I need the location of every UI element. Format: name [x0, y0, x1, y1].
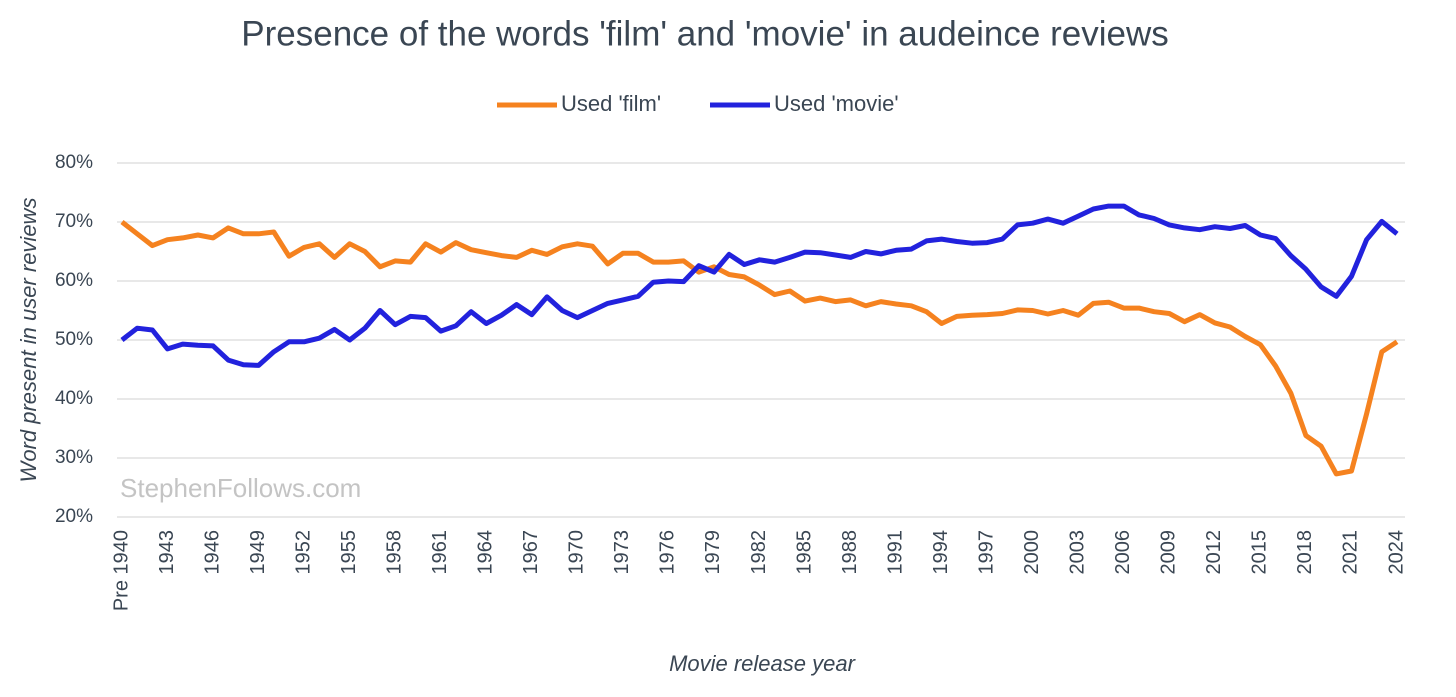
x-tick-label: 2009 [1158, 530, 1180, 575]
x-tick-label: 1958 [383, 530, 405, 575]
x-tick-label: 1970 [566, 530, 588, 575]
y-tick-label: 20% [55, 506, 93, 527]
x-tick-label: 2015 [1249, 530, 1271, 575]
line-series [120, 220, 1399, 477]
y-tick-label: 70% [55, 211, 93, 232]
y-axis-label: Word present in user reviews [16, 198, 41, 483]
y-tick-label: 40% [55, 388, 93, 409]
x-tick-label: 1997 [975, 530, 997, 575]
x-tick-label: 2018 [1294, 530, 1316, 575]
line-series [120, 203, 1399, 368]
x-tick-label: 1994 [930, 530, 952, 575]
x-tick-label: 2006 [1112, 530, 1134, 575]
x-tick-label: 1976 [657, 530, 679, 575]
x-tick-label: 1979 [702, 530, 724, 575]
x-tick-label: 1961 [429, 530, 451, 575]
x-tick-label: 2012 [1203, 530, 1225, 575]
x-tick-label: 1952 [292, 530, 314, 575]
watermark: StephenFollows.com [120, 473, 361, 503]
x-tick-label: 1946 [201, 530, 223, 575]
legend-label: Used 'movie' [774, 91, 899, 116]
x-tick-label: 2021 [1340, 530, 1362, 575]
y-tick-label: 30% [55, 447, 93, 468]
x-tick-label: 2000 [1021, 530, 1043, 575]
x-tick-label: 2003 [1067, 530, 1089, 575]
y-tick-label: 50% [55, 329, 93, 350]
x-tick-label: Pre 1940 [110, 530, 132, 611]
x-tick-label: 1964 [475, 530, 497, 575]
legend-label: Used 'film' [561, 91, 661, 116]
y-tick-label: 80% [55, 152, 93, 173]
x-tick-label: 1985 [793, 530, 815, 575]
x-tick-label: 1943 [156, 530, 178, 575]
y-tick-label: 60% [55, 270, 93, 291]
x-tick-label: 1949 [247, 530, 269, 575]
x-axis-label: Movie release year [669, 651, 857, 676]
x-tick-label: 1973 [611, 530, 633, 575]
x-tick-label: 1982 [748, 530, 770, 575]
x-tick-label: 2024 [1385, 530, 1407, 575]
chart-title: Presence of the words 'film' and 'movie'… [241, 14, 1168, 53]
x-tick-label: 1988 [839, 530, 861, 575]
x-tick-label: 1955 [338, 530, 360, 575]
x-tick-label: 1991 [884, 530, 906, 575]
x-tick-label: 1967 [520, 530, 542, 575]
